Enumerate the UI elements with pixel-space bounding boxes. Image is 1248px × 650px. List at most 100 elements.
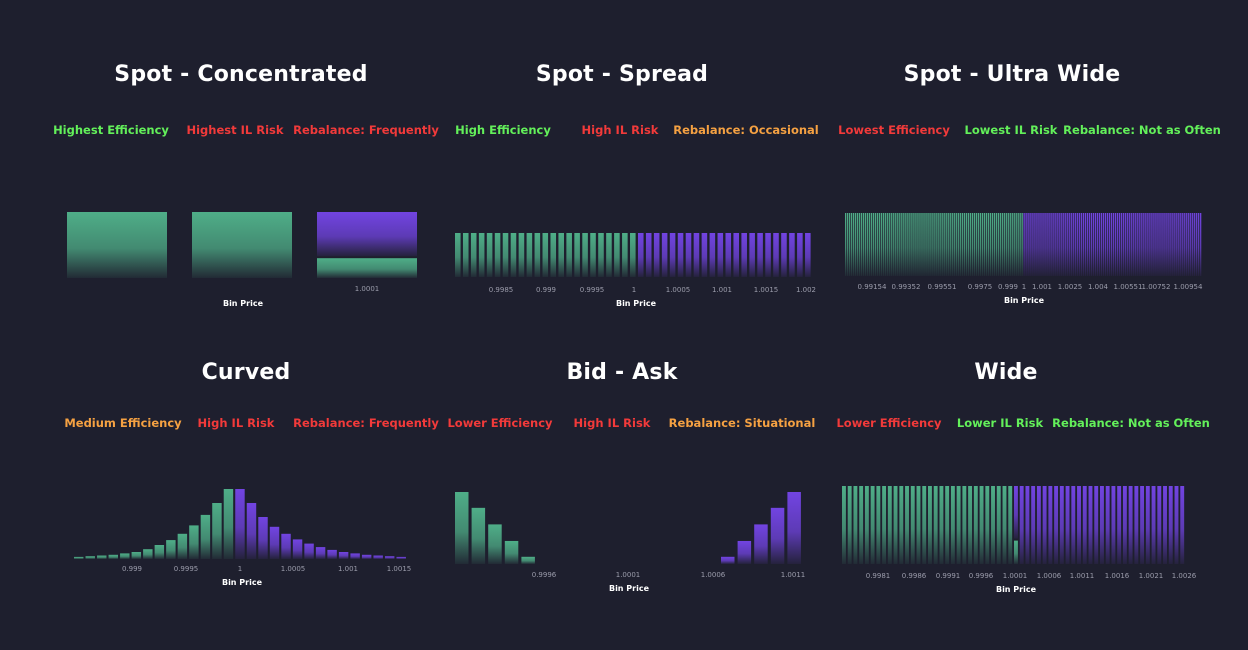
green-bin-bar (868, 213, 871, 276)
purple-bin-bar (770, 507, 785, 564)
purple-bin-bar (1054, 486, 1059, 564)
purple-bin-bar (1027, 213, 1029, 276)
tick-label: 0.99551 (928, 283, 957, 291)
green-bin-bar (510, 233, 517, 277)
green-bin-bar (534, 233, 541, 277)
green-bin-bar (969, 213, 972, 276)
purple-bin-bar (1152, 213, 1154, 276)
green-bin-bar (192, 212, 292, 278)
green-bin-bar (886, 213, 888, 276)
purple-bin-bar (754, 524, 768, 564)
rebalance-tag: Rebalance: Not as Often (1052, 416, 1210, 430)
purple-bin-bar (709, 233, 716, 277)
x-axis-label: Bin Price (616, 299, 657, 308)
green-bin-bar (950, 213, 952, 276)
green-bin-bar (962, 486, 967, 564)
green-bin-bar (922, 213, 924, 276)
x-axis-label: Bin Price (223, 299, 264, 308)
green-bin-bar (938, 213, 940, 276)
purple-bin-bar (1130, 213, 1132, 276)
green-bin-bar (987, 213, 990, 276)
rebalance-tag: Rebalance: Situational (668, 416, 816, 430)
green-bin-bar (952, 213, 954, 276)
purple-bin-bar (327, 549, 337, 559)
purple-bin-bar (693, 233, 700, 277)
spot-spread-chart: 0.9985 0.999 0.9995 1 1.0005 1.001 1.0015 1.002… (455, 233, 816, 308)
tick-label: 1.0015 (754, 286, 779, 294)
panel-title: Bid - Ask (566, 360, 678, 385)
green-bin-bar (968, 486, 973, 564)
green-bin-bar (1015, 213, 1017, 276)
il-risk-tag: Lower IL Risk (956, 416, 1044, 430)
green-bin-bar (189, 525, 199, 559)
purple-bin-bar (1042, 486, 1047, 564)
purple-bin-bar (677, 233, 684, 277)
purple-bin-bar (1180, 213, 1182, 276)
green-bin-bar (1008, 486, 1013, 564)
purple-bin-bar (1105, 486, 1110, 564)
purple-bin-bar (1100, 213, 1103, 276)
purple-bin-bar (1088, 486, 1093, 564)
green-bin-bar (928, 486, 932, 564)
purple-bin-bar (789, 233, 795, 277)
green-bin-bar (854, 213, 857, 276)
green-bin-bar (1013, 213, 1015, 276)
purple-bin-bar (1194, 213, 1196, 276)
purple-bin-bar (315, 547, 326, 559)
green-bin-bar (1005, 213, 1007, 276)
green-bin-bar (622, 233, 628, 277)
green-bin-bar (212, 503, 222, 559)
purple-bin-bar (1094, 486, 1099, 564)
purple-bin-bar (1145, 486, 1150, 564)
green-bin-bar (892, 213, 894, 276)
green-bin-bar (848, 213, 851, 276)
purple-bin-bar (1057, 213, 1059, 276)
tick-label: 1 (238, 565, 242, 573)
purple-bin-bar (1108, 213, 1111, 276)
green-bin-bar (916, 213, 918, 276)
green-bin-bar (590, 233, 596, 277)
purple-bin-bar (1118, 213, 1120, 276)
purple-bin-bar (1025, 213, 1027, 276)
tick-label: 1.0021 (1139, 572, 1164, 580)
purple-bin-bar (1051, 213, 1053, 276)
green-bin-bar (630, 233, 636, 277)
purple-bin-bar (717, 233, 724, 277)
green-bin-bar (864, 486, 869, 564)
green-bin-bar (859, 486, 864, 564)
purple-bin-bar (1162, 213, 1164, 276)
purple-bin-bar (1039, 213, 1041, 276)
purple-bin-bar (1174, 486, 1179, 564)
purple-bin-bar (1198, 213, 1200, 276)
purple-bin-bar (1023, 213, 1025, 276)
purple-bin-bar (1110, 213, 1113, 276)
green-bin-bar (930, 213, 932, 276)
purple-bin-bar (1063, 213, 1065, 276)
purple-bin-bar (1031, 486, 1036, 564)
purple-bin-bar (1140, 213, 1142, 276)
efficiency-tag: Lower Efficiency (836, 416, 942, 430)
purple-bin-bar (1134, 213, 1136, 276)
green-bin-bar (1011, 213, 1013, 276)
green-bin-bar (85, 556, 95, 559)
wide-chart: 0.9981 0.9986 0.9991 0.9996 1.0001 1.0006 1.00… (842, 486, 1197, 594)
green-bin-bar (550, 233, 557, 277)
efficiency-tag: Medium Efficiency (64, 416, 182, 430)
green-bin-bar (905, 486, 909, 564)
tick-label: 1.002 (796, 286, 816, 294)
purple-bin-bar (1067, 213, 1069, 276)
green-bin-bar (154, 545, 165, 559)
green-bin-bar (942, 213, 944, 276)
green-bin-bar (1003, 213, 1005, 276)
purple-bin-bar (1025, 486, 1030, 564)
purple-bin-bar (1047, 213, 1049, 276)
green-bin-bar (956, 486, 961, 564)
tick-label: 1.001 (1032, 283, 1052, 291)
green-bin-bar (574, 233, 580, 277)
purple-bin-bar (1104, 213, 1107, 276)
green-bin-bar (884, 213, 886, 276)
purple-bin-bar (757, 233, 763, 277)
green-bin-bar (908, 213, 910, 276)
purple-bin-bar (1031, 213, 1033, 276)
tick-label: 0.99154 (858, 283, 887, 291)
